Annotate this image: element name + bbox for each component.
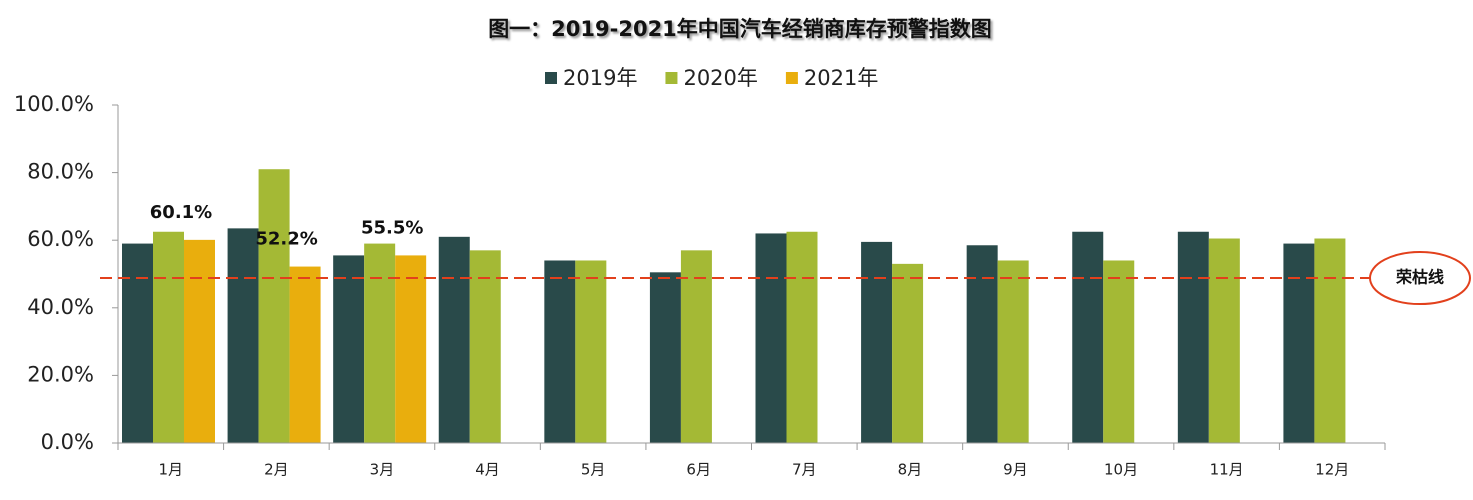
x-tick-label: 11月 (1210, 461, 1244, 479)
y-tick-label: 0.0% (41, 430, 94, 454)
x-tick-label: 2月 (264, 461, 289, 479)
bar (1103, 260, 1135, 443)
legend-swatch (785, 72, 798, 84)
reference-label: 荣枯线 (1395, 268, 1444, 287)
value-label: 52.2% (255, 229, 317, 250)
bar (649, 272, 681, 443)
bar (861, 241, 893, 443)
bar (755, 233, 787, 443)
bar (184, 239, 215, 443)
y-tick-label: 20.0% (27, 362, 94, 386)
legend-swatch (545, 72, 557, 84)
bar (1072, 231, 1104, 443)
bar (364, 243, 396, 443)
bar (333, 255, 365, 443)
x-tick-label: 9月 (1003, 461, 1028, 479)
value-label: 55.5% (361, 217, 423, 238)
bar (395, 255, 427, 443)
y-tick-label: 40.0% (27, 295, 94, 319)
bar (153, 231, 184, 443)
bar (1283, 243, 1315, 443)
y-tick-label: 60.0% (27, 227, 94, 251)
x-tick-label: 1月 (159, 461, 184, 479)
bar (544, 260, 576, 443)
bar (966, 245, 998, 443)
bar (1177, 231, 1209, 443)
x-tick-label: 7月 (792, 461, 817, 479)
legend-label: 2020年 (683, 66, 757, 90)
bar (575, 260, 607, 443)
bar (1314, 238, 1346, 443)
x-tick-label: 6月 (686, 461, 711, 479)
legend-swatch (665, 72, 678, 84)
x-tick-label: 5月 (581, 461, 606, 479)
chart-title: 图一：2019-2021年中国汽车经销商库存预警指数图 (488, 17, 992, 41)
legend-label: 2021年 (804, 66, 878, 90)
x-tick-label: 10月 (1104, 461, 1138, 479)
bar (227, 228, 259, 443)
bar (122, 243, 153, 443)
legend-label: 2019年 (563, 66, 637, 90)
y-tick-label: 100.0% (14, 92, 94, 116)
bar (469, 250, 501, 443)
bar (1208, 238, 1240, 443)
bar (289, 266, 321, 443)
x-tick-label: 12月 (1315, 461, 1349, 479)
x-tick-label: 3月 (370, 461, 395, 479)
value-label: 60.1% (150, 202, 212, 223)
y-tick-label: 80.0% (27, 160, 94, 184)
x-tick-label: 4月 (475, 461, 500, 479)
bar (438, 236, 470, 443)
bar (997, 260, 1029, 443)
x-tick-label: 8月 (898, 461, 923, 479)
bar (892, 263, 924, 443)
bar (786, 231, 818, 443)
bar (258, 169, 290, 443)
reference-badge (1369, 251, 1471, 306)
bar (680, 250, 712, 443)
